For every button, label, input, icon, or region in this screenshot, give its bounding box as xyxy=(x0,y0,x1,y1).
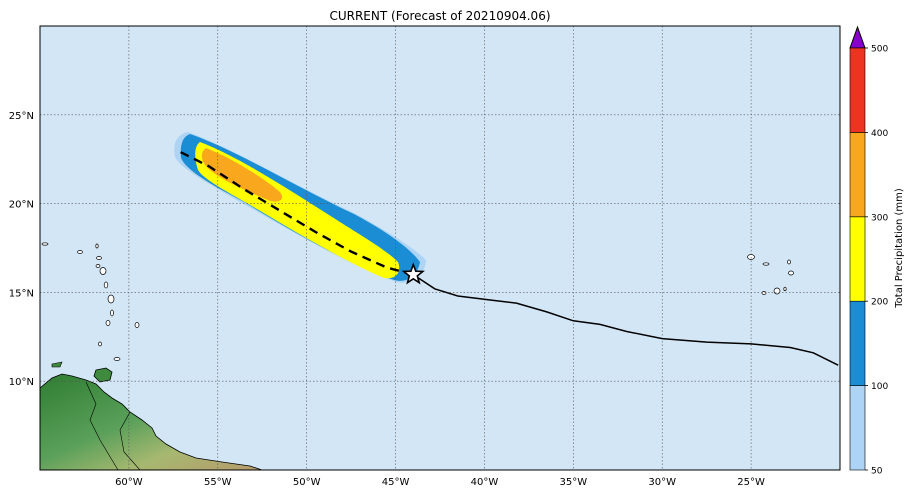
precipitation-swath xyxy=(174,132,426,283)
colorbar-tick-label: 400 xyxy=(871,129,888,139)
map-gridlines xyxy=(40,26,840,470)
precip-cells-400 xyxy=(218,157,261,188)
colorbar-tick-label: 100 xyxy=(871,382,888,392)
country-border xyxy=(85,381,141,470)
colorbar-tick-label: 200 xyxy=(871,298,888,308)
precip-cells-200 xyxy=(298,201,371,246)
lon-tick-label: 60°W xyxy=(115,477,143,488)
land-south-america xyxy=(40,373,263,470)
colorbar-segment xyxy=(849,47,866,133)
figure-title: CURRENT (Forecast of 20210904.06) xyxy=(329,9,550,23)
lon-tick-label: 50°W xyxy=(293,477,321,488)
colorbar: 50 100 200 300 400 500 Total Precipitation (m… xyxy=(849,25,905,477)
storm-past-track xyxy=(412,273,839,366)
lat-tick-label: 25°N xyxy=(9,111,34,122)
colorbar-extend-arrow xyxy=(849,25,866,49)
storm-forecast-track xyxy=(176,149,414,276)
lat-tick-label: 20°N xyxy=(9,200,34,211)
colorbar-tick-label: 500 xyxy=(871,45,888,55)
ocean-background xyxy=(40,26,840,470)
lat-tick-label: 15°N xyxy=(9,288,34,299)
map-panel: 60°W 55°W 50°W 45°W 40°W 35°W 30°W 25°W 10°N 15°N… xyxy=(9,25,841,488)
lon-tick-label: 25°W xyxy=(737,477,765,488)
colorbar-ticks: 50 100 200 300 400 500 xyxy=(865,45,888,477)
colorbar-segment xyxy=(849,132,866,218)
map-axis-labels: 60°W 55°W 50°W 45°W 40°W 35°W 30°W 25°W 10°N 15°N… xyxy=(9,111,765,488)
lesser-antilles-islands xyxy=(41,242,140,361)
lon-tick-label: 40°W xyxy=(471,477,499,488)
land-tobago xyxy=(51,361,63,368)
map-frame xyxy=(39,25,841,471)
colorbar-tick-label: 300 xyxy=(871,213,888,223)
colorbar-segment xyxy=(849,300,866,386)
colorbar-segment xyxy=(849,216,866,302)
lon-tick-label: 30°W xyxy=(648,477,676,488)
colorbar-segments xyxy=(849,47,866,471)
land-trinidad xyxy=(93,367,113,383)
star-icon xyxy=(401,262,425,285)
colorbar-segment xyxy=(849,385,866,471)
lat-tick-label: 10°N xyxy=(9,377,34,388)
lon-tick-label: 55°W xyxy=(204,477,232,488)
colorbar-label: Total Precipitation (mm) xyxy=(894,188,905,309)
lon-tick-label: 35°W xyxy=(560,477,588,488)
lon-tick-label: 45°W xyxy=(382,477,410,488)
colorbar-tick-label: 50 xyxy=(871,467,883,477)
